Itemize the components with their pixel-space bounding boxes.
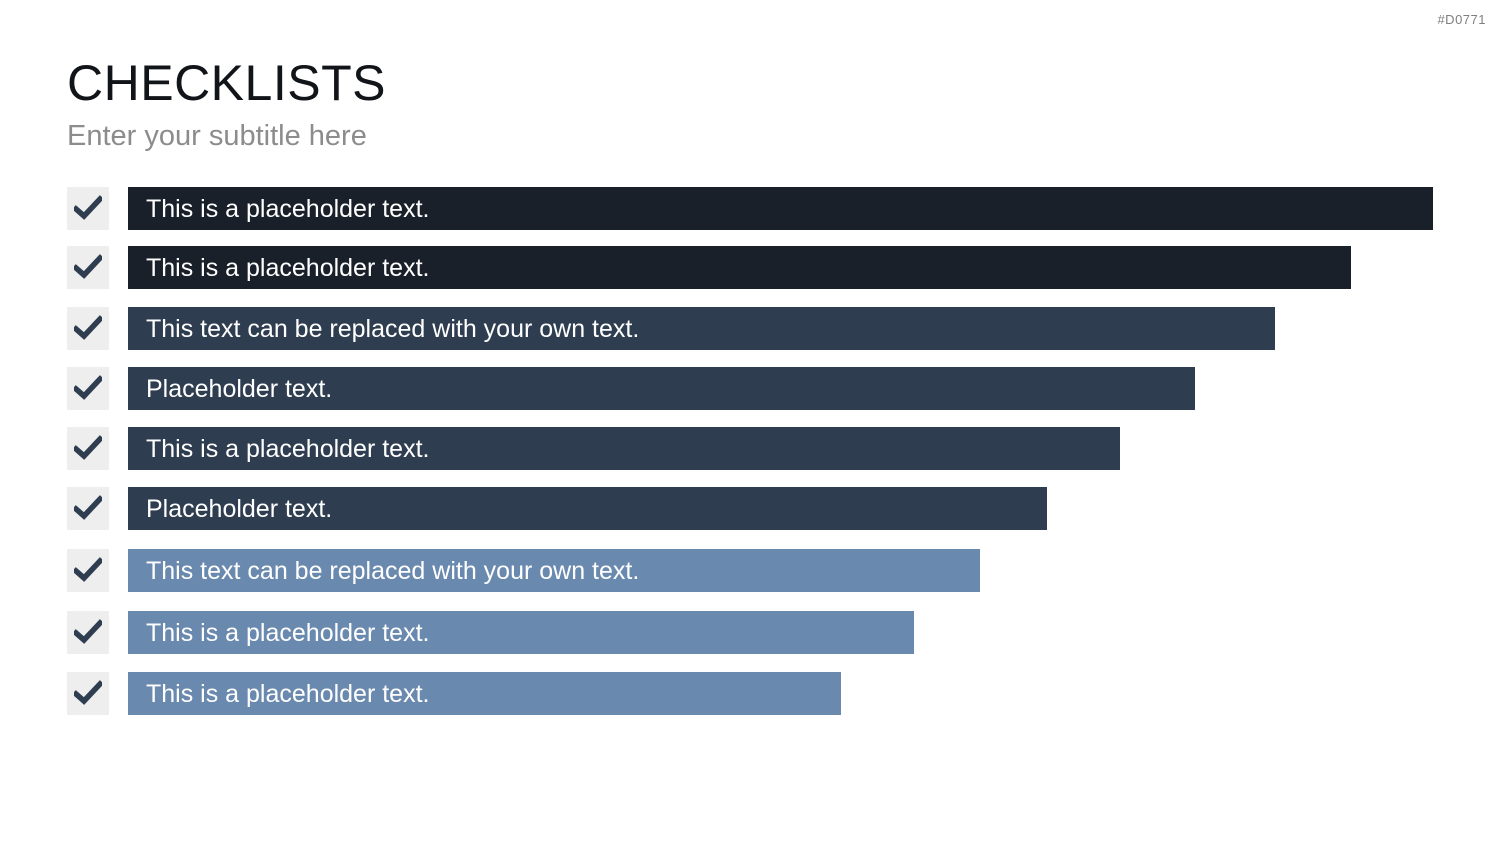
- checklist-bar: This text can be replaced with your own …: [128, 549, 980, 592]
- check-box: [67, 427, 109, 470]
- checklist-bar: This is a placeholder text.: [128, 246, 1351, 289]
- checklist-bar: This is a placeholder text.: [128, 672, 841, 715]
- checklist-bar: This text can be replaced with your own …: [128, 307, 1275, 350]
- checklist-item: Placeholder text.: [67, 487, 1437, 530]
- checklist-item: This is a placeholder text.: [67, 672, 1437, 715]
- check-box: [67, 246, 109, 289]
- check-box: [67, 307, 109, 350]
- checklist-item: This is a placeholder text.: [67, 187, 1437, 230]
- check-box: [67, 487, 109, 530]
- page-subtitle: Enter your subtitle here: [67, 120, 367, 152]
- check-box: [67, 187, 109, 230]
- check-box: [67, 611, 109, 654]
- checklist-item: This is a placeholder text.: [67, 246, 1437, 289]
- checklist-bar: This is a placeholder text.: [128, 187, 1433, 230]
- checklist-bar: This is a placeholder text.: [128, 611, 914, 654]
- checklist-bar: Placeholder text.: [128, 367, 1195, 410]
- checklist-bar: Placeholder text.: [128, 487, 1047, 530]
- check-box: [67, 367, 109, 410]
- check-box: [67, 672, 109, 715]
- checklist-bar: This is a placeholder text.: [128, 427, 1120, 470]
- slide-id: #D0771: [1437, 12, 1486, 27]
- check-box: [67, 549, 109, 592]
- page-title: CHECKLISTS: [67, 55, 386, 111]
- checklist-item: This text can be replaced with your own …: [67, 307, 1437, 350]
- checklist-item: This text can be replaced with your own …: [67, 549, 1437, 592]
- checklist-item: This is a placeholder text.: [67, 427, 1437, 470]
- checklist-item: This is a placeholder text.: [67, 611, 1437, 654]
- checklist-item: Placeholder text.: [67, 367, 1437, 410]
